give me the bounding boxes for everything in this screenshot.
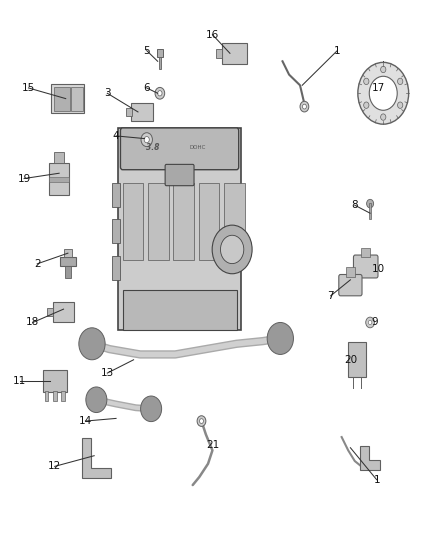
Circle shape <box>300 101 309 112</box>
Circle shape <box>369 76 397 110</box>
Text: 2: 2 <box>34 259 41 269</box>
Text: 15: 15 <box>22 83 35 93</box>
Bar <box>123 183 143 260</box>
Bar <box>361 247 370 257</box>
Text: 3: 3 <box>104 88 111 98</box>
Bar <box>53 302 74 322</box>
Bar <box>42 370 67 392</box>
Circle shape <box>141 396 162 422</box>
Text: 3.8: 3.8 <box>146 143 159 152</box>
Circle shape <box>302 104 306 109</box>
Circle shape <box>368 320 372 325</box>
Bar <box>348 342 366 377</box>
Bar <box>45 391 49 401</box>
Bar <box>369 203 371 219</box>
Text: 13: 13 <box>101 368 114 378</box>
Polygon shape <box>360 447 380 470</box>
Bar <box>118 128 241 330</box>
Text: 6: 6 <box>143 83 150 93</box>
Text: 12: 12 <box>48 462 61 471</box>
FancyBboxPatch shape <box>339 274 362 296</box>
FancyBboxPatch shape <box>353 255 378 278</box>
Bar <box>112 255 120 280</box>
Circle shape <box>158 91 162 96</box>
Bar <box>49 177 69 182</box>
Circle shape <box>364 78 369 85</box>
Bar <box>346 267 355 277</box>
Bar <box>112 183 120 207</box>
Circle shape <box>267 322 293 354</box>
Circle shape <box>358 62 409 124</box>
Circle shape <box>364 102 369 108</box>
Circle shape <box>141 133 152 147</box>
Bar <box>65 266 71 278</box>
Bar <box>54 152 64 163</box>
Text: 10: 10 <box>372 264 385 274</box>
Bar <box>53 86 70 111</box>
Text: 21: 21 <box>206 440 219 450</box>
Circle shape <box>200 419 203 423</box>
Text: 1: 1 <box>373 475 380 484</box>
Circle shape <box>366 317 374 328</box>
Text: DOHC: DOHC <box>190 146 206 150</box>
Text: 9: 9 <box>371 318 378 327</box>
Bar <box>112 219 120 244</box>
FancyBboxPatch shape <box>165 164 194 185</box>
Circle shape <box>381 114 386 120</box>
Circle shape <box>86 387 107 413</box>
Bar <box>64 249 72 257</box>
Text: 4: 4 <box>113 131 120 141</box>
Bar <box>159 57 161 69</box>
Text: 14: 14 <box>79 416 92 426</box>
Text: 8: 8 <box>351 200 358 210</box>
Bar <box>198 183 219 260</box>
Text: 11: 11 <box>13 376 26 386</box>
Bar <box>222 43 247 64</box>
Circle shape <box>79 328 105 360</box>
Bar <box>224 183 244 260</box>
Bar <box>148 183 169 260</box>
Bar <box>131 102 153 121</box>
Bar <box>49 163 69 195</box>
Text: 18: 18 <box>26 318 39 327</box>
Text: 20: 20 <box>344 355 357 365</box>
Text: 1: 1 <box>334 46 341 55</box>
Circle shape <box>212 225 252 274</box>
Bar <box>123 290 237 330</box>
Circle shape <box>144 136 149 143</box>
Text: 16: 16 <box>206 30 219 39</box>
Bar <box>61 391 64 401</box>
Text: 19: 19 <box>18 174 31 183</box>
Bar <box>71 86 83 111</box>
Bar <box>126 108 132 116</box>
Text: 17: 17 <box>372 83 385 93</box>
Circle shape <box>381 66 386 72</box>
Circle shape <box>197 416 206 426</box>
FancyBboxPatch shape <box>120 128 239 169</box>
Circle shape <box>367 199 374 208</box>
Bar <box>47 308 53 316</box>
Text: 7: 7 <box>327 291 334 301</box>
Bar <box>51 84 84 114</box>
Bar <box>60 257 76 266</box>
Circle shape <box>398 78 403 85</box>
Bar <box>173 183 194 260</box>
Polygon shape <box>82 438 110 479</box>
Circle shape <box>220 235 244 264</box>
Bar <box>216 49 222 58</box>
Text: 5: 5 <box>143 46 150 55</box>
Circle shape <box>398 102 403 108</box>
Bar <box>53 391 57 401</box>
Circle shape <box>155 87 165 99</box>
Bar <box>157 50 163 57</box>
